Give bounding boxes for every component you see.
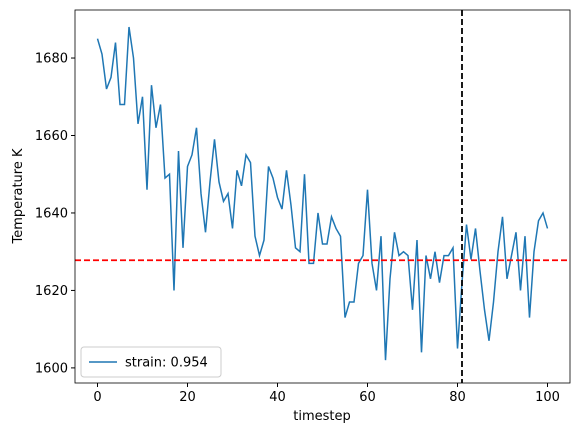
y-axis-label: Temperature K [11,148,26,244]
plot-frame [74,9,571,384]
x-axis-label: timestep [293,409,351,424]
x-tick-label: 60 [359,390,376,405]
x-tick-label: 100 [535,390,560,405]
x-tick-label: 20 [179,390,196,405]
data-line [96,26,549,361]
x-tick-label: 80 [449,390,466,405]
x-tick-label: 40 [269,390,286,405]
legend-label: strain: 0.954 [125,356,208,371]
y-tick-label: 1680 [35,52,68,67]
y-tick-label: 1640 [35,206,68,221]
y-tick-label: 1660 [35,129,68,144]
x-tick-label: 0 [93,390,101,405]
y-tick-label: 1620 [35,284,68,299]
y-tick-label: 1600 [35,361,68,376]
legend-box [80,346,222,378]
